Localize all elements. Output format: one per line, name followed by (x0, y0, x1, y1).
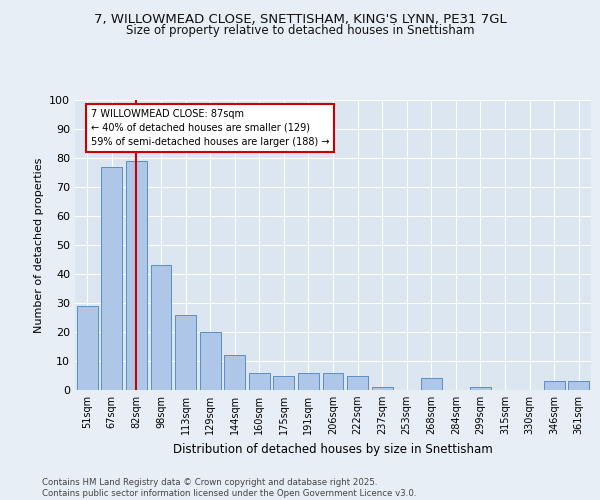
Bar (371, 387, 392, 390)
X-axis label: Distribution of detached houses by size in Snettisham: Distribution of detached houses by size … (173, 442, 493, 456)
Bar (151, 266, 172, 390)
Text: 7, WILLOWMEAD CLOSE, SNETTISHAM, KING'S LYNN, PE31 7GL: 7, WILLOWMEAD CLOSE, SNETTISHAM, KING'S … (94, 12, 506, 26)
Bar (298, 372, 319, 390)
Bar (323, 372, 343, 390)
Bar (274, 376, 295, 390)
Text: 7 WILLOWMEAD CLOSE: 87sqm
← 40% of detached houses are smaller (129)
59% of semi: 7 WILLOWMEAD CLOSE: 87sqm ← 40% of detac… (91, 108, 329, 146)
Bar (77, 306, 98, 390)
Y-axis label: Number of detached properties: Number of detached properties (34, 158, 44, 332)
Bar (421, 378, 442, 390)
Text: Size of property relative to detached houses in Snettisham: Size of property relative to detached ho… (126, 24, 474, 37)
Bar (249, 372, 270, 390)
Bar (544, 382, 565, 390)
Bar (175, 314, 196, 390)
Bar (126, 161, 147, 390)
Bar (101, 166, 122, 390)
Bar (347, 376, 368, 390)
Text: Contains HM Land Registry data © Crown copyright and database right 2025.
Contai: Contains HM Land Registry data © Crown c… (42, 478, 416, 498)
Bar (568, 382, 589, 390)
Bar (200, 332, 221, 390)
Bar (224, 355, 245, 390)
Bar (470, 387, 491, 390)
